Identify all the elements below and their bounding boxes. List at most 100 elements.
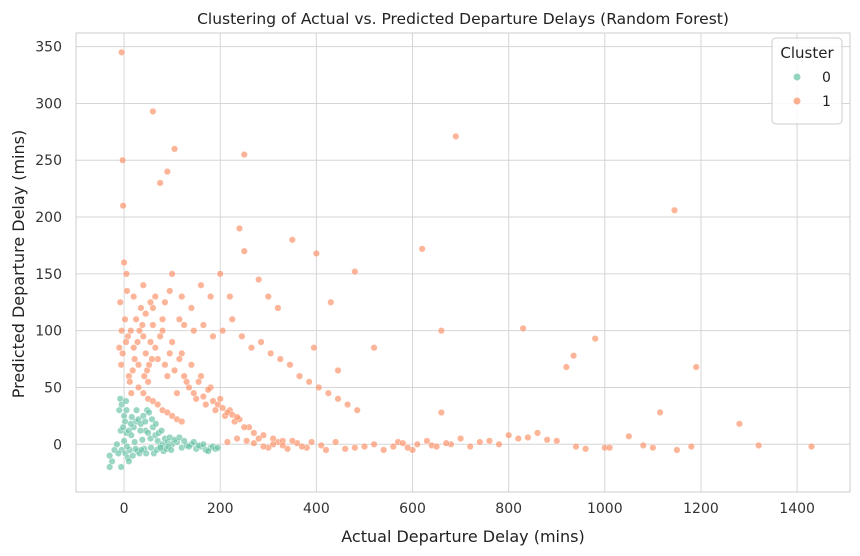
legend-title: Cluster	[780, 44, 834, 62]
point-cluster-1	[334, 395, 342, 403]
point-cluster-1	[148, 355, 156, 363]
chart-title: Clustering of Actual vs. Predicted Depar…	[197, 10, 729, 28]
y-tick-label: 250	[35, 153, 62, 169]
y-tick-label: 350	[35, 40, 62, 56]
point-cluster-1	[534, 429, 542, 437]
point-cluster-1	[122, 338, 130, 346]
point-cluster-1	[226, 293, 234, 301]
point-cluster-1	[442, 439, 450, 447]
point-cluster-1	[125, 372, 133, 380]
point-cluster-1	[116, 298, 124, 306]
point-cluster-1	[288, 437, 296, 445]
point-cluster-1	[466, 443, 474, 451]
point-cluster-1	[123, 287, 131, 295]
point-cluster-1	[514, 435, 522, 443]
point-cluster-0	[119, 423, 127, 431]
x-tick-label: 600	[399, 501, 426, 517]
point-cluster-1	[154, 401, 162, 409]
legend: Cluster 0 1	[771, 37, 843, 125]
point-cluster-1	[122, 270, 130, 278]
point-cluster-1	[286, 361, 294, 369]
legend-marker-cluster-1	[793, 97, 801, 105]
y-tick-label: 0	[53, 437, 62, 453]
point-cluster-1	[130, 293, 138, 301]
point-cluster-1	[166, 349, 174, 357]
point-cluster-1	[235, 224, 243, 232]
point-cluster-1	[649, 444, 657, 452]
point-cluster-1	[137, 304, 145, 312]
point-cluster-1	[687, 443, 695, 451]
x-tick-label: 0	[120, 501, 129, 517]
y-tick-label: 100	[35, 324, 62, 340]
x-tick-label: 1400	[779, 501, 815, 517]
point-cluster-1	[163, 372, 171, 380]
point-cluster-1	[288, 236, 296, 244]
point-cluster-0	[152, 420, 160, 428]
point-cluster-0	[123, 443, 131, 451]
point-cluster-1	[327, 298, 335, 306]
point-cluster-1	[243, 437, 251, 445]
point-cluster-1	[671, 206, 679, 214]
point-cluster-1	[126, 378, 134, 386]
point-cluster-1	[735, 420, 743, 428]
point-cluster-1	[413, 440, 421, 448]
point-cluster-0	[141, 418, 149, 426]
point-cluster-1	[190, 389, 198, 397]
point-cluster-1	[142, 349, 150, 357]
point-cluster-1	[267, 349, 275, 357]
point-cluster-0	[120, 437, 128, 445]
point-cluster-1	[175, 355, 183, 363]
point-cluster-1	[139, 389, 147, 397]
legend-label-cluster-0: 0	[822, 70, 831, 86]
point-cluster-1	[149, 107, 157, 115]
point-cluster-1	[240, 423, 248, 431]
point-cluster-0	[127, 420, 135, 428]
x-axis-label: Actual Departure Delay (mins)	[341, 527, 584, 546]
point-cluster-1	[173, 389, 181, 397]
point-cluster-1	[120, 259, 128, 267]
point-cluster-1	[118, 48, 126, 56]
point-cluster-1	[308, 438, 316, 446]
point-cluster-0	[127, 431, 135, 439]
point-cluster-0	[133, 406, 141, 414]
point-cluster-0	[147, 444, 155, 452]
point-cluster-0	[137, 446, 145, 454]
point-cluster-1	[423, 437, 431, 445]
point-cluster-1	[284, 445, 292, 453]
point-cluster-1	[135, 327, 143, 335]
point-cluster-1	[145, 361, 153, 369]
point-cluster-1	[119, 349, 127, 357]
point-cluster-0	[138, 436, 146, 444]
point-cluster-1	[255, 276, 263, 284]
point-cluster-1	[656, 408, 664, 416]
point-cluster-0	[199, 440, 207, 448]
point-cluster-1	[195, 378, 203, 386]
point-cluster-1	[161, 298, 169, 306]
point-cluster-1	[168, 270, 176, 278]
point-cluster-1	[360, 443, 368, 451]
point-cluster-1	[250, 429, 258, 437]
point-cluster-1	[144, 378, 152, 386]
point-cluster-1	[639, 441, 647, 449]
point-cluster-1	[591, 335, 599, 343]
point-cluster-0	[106, 452, 114, 460]
point-cluster-1	[115, 344, 123, 352]
point-cluster-1	[175, 315, 183, 323]
point-cluster-1	[324, 389, 332, 397]
point-cluster-1	[159, 315, 167, 323]
point-cluster-1	[190, 327, 198, 335]
point-cluster-1	[606, 444, 614, 452]
point-cluster-1	[505, 431, 513, 439]
point-cluster-0	[185, 443, 193, 451]
point-cluster-1	[199, 321, 207, 329]
point-cluster-1	[187, 361, 195, 369]
point-cluster-1	[322, 446, 330, 454]
point-cluster-1	[151, 293, 159, 301]
point-cluster-1	[161, 361, 169, 369]
point-cluster-1	[130, 344, 138, 352]
y-tick-label: 50	[44, 380, 62, 396]
point-cluster-1	[315, 383, 323, 391]
point-cluster-1	[418, 245, 426, 253]
point-cluster-1	[351, 268, 359, 276]
